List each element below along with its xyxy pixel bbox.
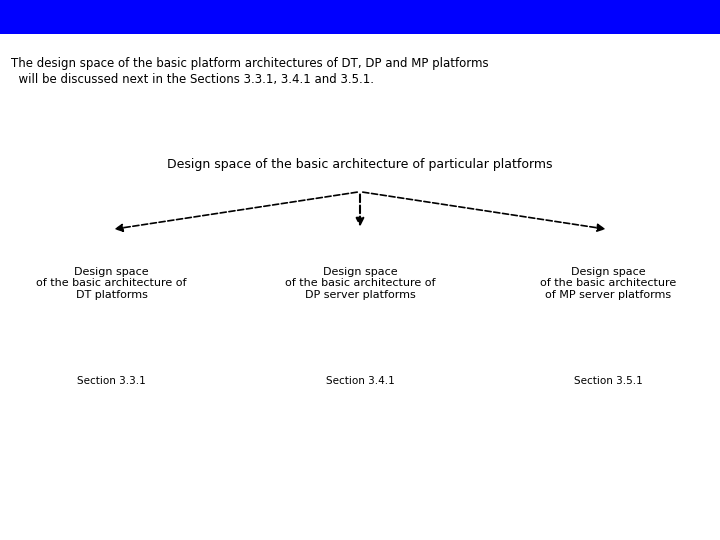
- Text: Design space
of the basic architecture of
DT platforms: Design space of the basic architecture o…: [36, 267, 187, 300]
- Text: Section 3.5.1: Section 3.5.1: [574, 376, 643, 386]
- Text: 3.1 Design space of the basic platform architecture (27): 3.1 Design space of the basic platform a…: [106, 9, 614, 24]
- Text: Design space
of the basic architecture of
DP server platforms: Design space of the basic architecture o…: [284, 267, 436, 300]
- Text: Section 3.4.1: Section 3.4.1: [325, 376, 395, 386]
- Text: will be discussed next in the Sections 3.3.1, 3.4.1 and 3.5.1.: will be discussed next in the Sections 3…: [11, 73, 374, 86]
- Text: Section 3.3.1: Section 3.3.1: [77, 376, 146, 386]
- Text: The design space of the basic platform architectures of DT, DP and MP platforms: The design space of the basic platform a…: [11, 57, 488, 70]
- Text: Design space of the basic architecture of particular platforms: Design space of the basic architecture o…: [167, 158, 553, 171]
- Text: Design space
of the basic architecture
of MP server platforms: Design space of the basic architecture o…: [540, 267, 677, 300]
